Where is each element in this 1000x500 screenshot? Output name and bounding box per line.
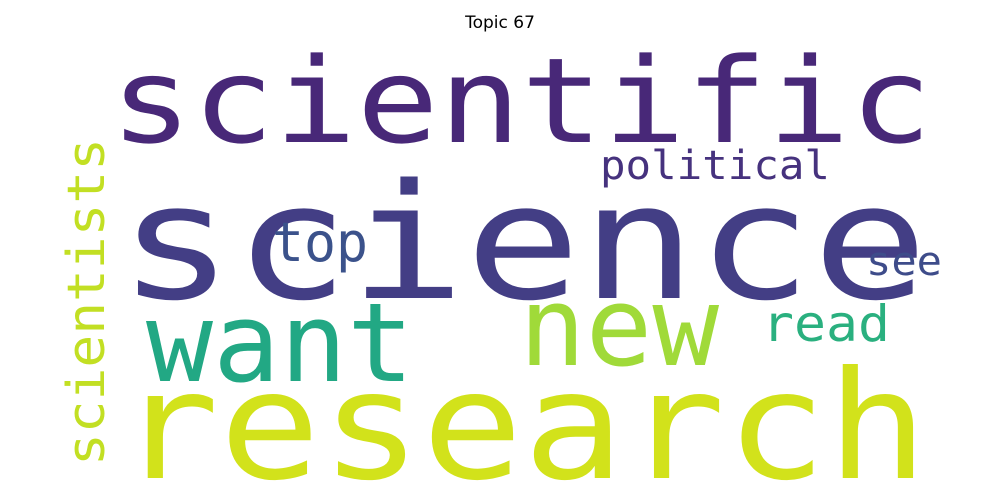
word-want: want <box>146 279 414 407</box>
word-scientific: scientific <box>110 32 932 170</box>
word-political: political <box>600 143 830 189</box>
word-see: see <box>866 239 942 285</box>
word-science: science <box>118 149 928 336</box>
figure-title: Topic 67 <box>465 13 535 33</box>
word-top: top <box>272 211 368 274</box>
word-scientists: scientists <box>57 138 117 466</box>
word-read: read <box>762 295 890 353</box>
word-research: research <box>118 340 928 500</box>
word-new: new <box>519 263 720 391</box>
